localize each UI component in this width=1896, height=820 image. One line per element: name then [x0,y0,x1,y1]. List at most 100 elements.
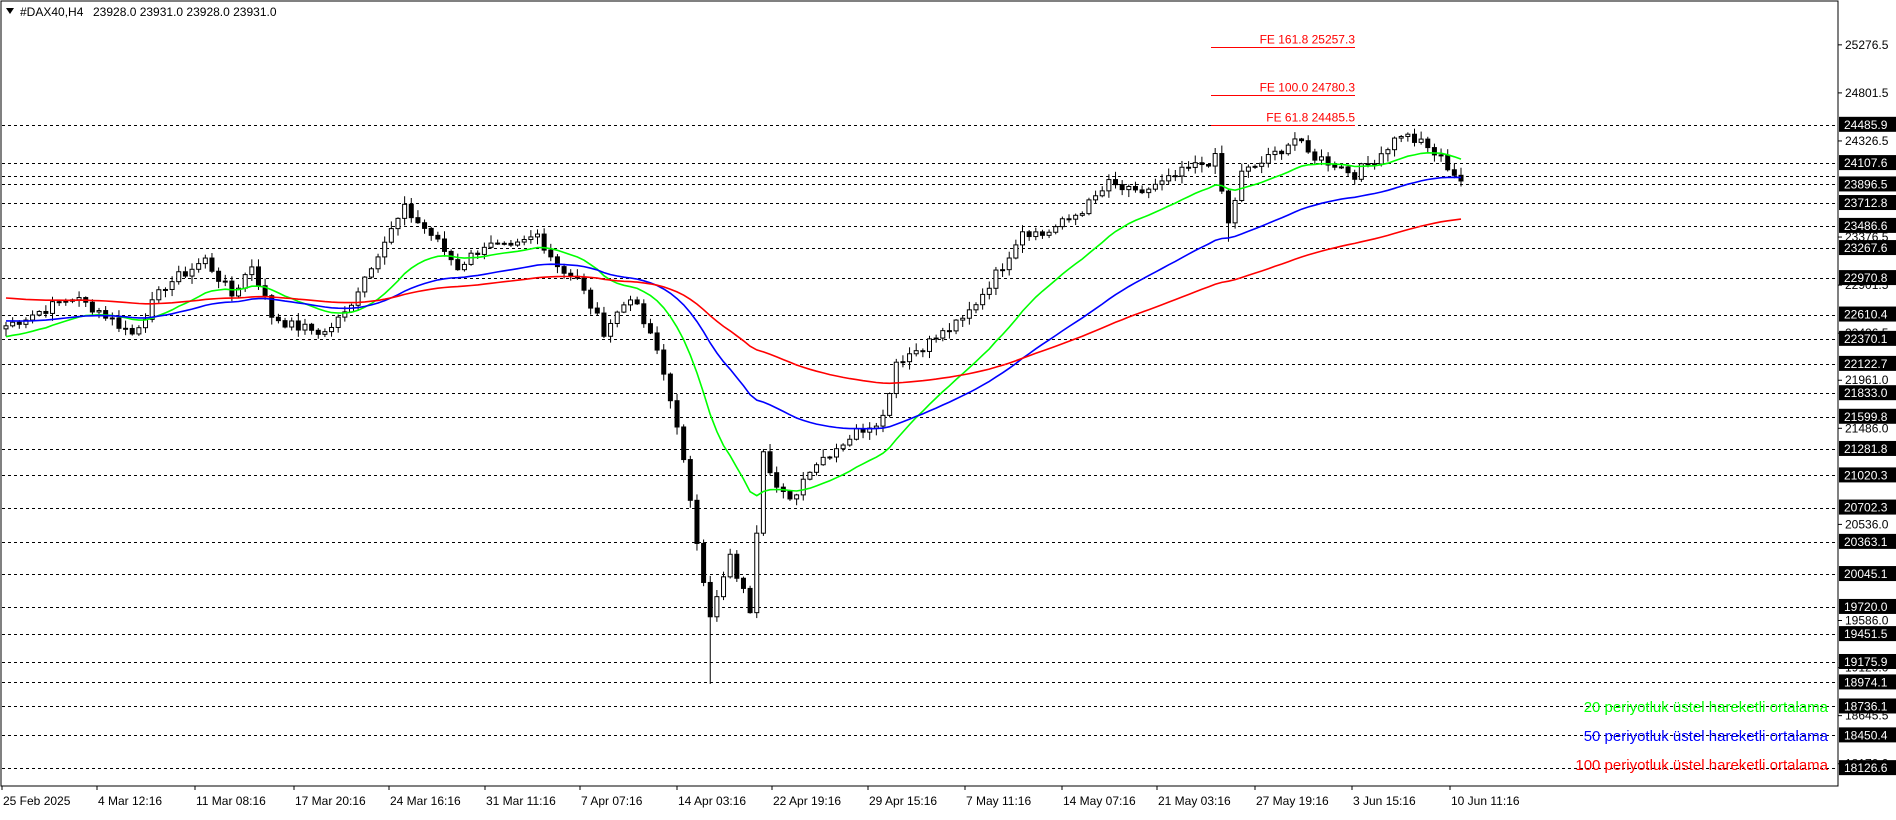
candle-body [1352,172,1358,180]
candle-body [136,327,142,335]
candle-body [548,249,554,258]
candle-body [302,323,308,331]
x-tick-label: 27 May 19:16 [1256,794,1329,808]
candle-body [973,304,979,311]
candle-body [1013,244,1019,259]
level-label-box [1839,270,1896,286]
level-label: 20045.1 [1844,567,1888,581]
ema-20-line[interactable] [5,151,1462,497]
header: #DAX40,H4 23928.0 23931.0 23928.0 23931.… [6,5,277,19]
candle-body [1172,175,1178,178]
level-label: 21833.0 [1844,386,1888,400]
candle-body [428,227,434,236]
candle-body [907,353,913,363]
level-label-box [1839,566,1896,582]
candle-body [767,451,773,474]
candle-body [1079,213,1085,216]
time-axis: 25 Feb 2025 4 Mar 12:16 11 Mar 08:16 17 Mar… [1,786,1520,808]
candle-body [1451,169,1457,176]
plot-frame [0,0,1839,787]
candle-body [946,330,952,333]
candle-body [362,276,368,293]
level-label: 21281.8 [1844,442,1888,456]
level-label: 22370.1 [1844,332,1888,346]
candle-body [1159,180,1165,185]
candle-body [461,263,467,271]
candle-body [1059,218,1065,228]
candle-body [674,400,680,428]
candle-body [1305,140,1311,153]
header-dropdown-icon[interactable] [6,8,14,14]
candle-body [275,316,281,322]
candle-body [641,303,647,325]
candle-body [422,222,428,229]
horizontal-levels [2,125,1838,769]
candle-body [1418,138,1424,143]
y-tick-label: 24326.5 [1845,134,1889,148]
candle-body [176,271,182,283]
candle-body [388,228,394,243]
candle-body [149,299,155,320]
candle-body [1411,133,1417,143]
candle-body [435,234,441,240]
candle-body [1259,162,1265,167]
candle-body [355,291,361,306]
candle-body [129,327,135,335]
candle-body [601,312,607,337]
candle-body [96,310,102,313]
candle-body [1053,226,1059,233]
level-label: 23896.5 [1844,177,1888,191]
candle-body [1431,147,1437,156]
candle-body [1206,164,1212,167]
level-label: 18126.6 [1844,761,1888,775]
x-tick-label: 3 Jun 15:16 [1353,794,1416,808]
candle-body [501,242,507,245]
x-tick-label: 11 Mar 08:16 [196,794,266,808]
ema-50-line[interactable] [6,176,1462,430]
candle-body [1332,164,1338,168]
candle-body [1166,175,1172,182]
candle-body [521,239,527,243]
candle-body [481,246,487,255]
candle-body [322,331,328,335]
level-label-box [1839,440,1896,456]
candle-body [1033,231,1039,238]
level-label-box [1839,408,1896,424]
level-label: 18450.4 [1844,728,1888,742]
candle-body [255,266,261,287]
candle-body [1358,163,1364,180]
x-tick-label: 7 Apr 07:16 [581,794,643,808]
candle-body [647,323,653,334]
candle-body [913,350,919,355]
candle-body [1132,185,1138,191]
candle-body [515,241,521,246]
level-label: 23486.6 [1844,219,1888,233]
candle-body [1245,166,1251,172]
candle-body [628,299,634,306]
candle-body [554,256,560,268]
candle-body [1199,162,1205,166]
candle-body [382,241,388,258]
level-label-box [1839,195,1896,211]
x-tick-label: 25 Feb 2025 [3,794,71,808]
x-tick-label: 4 Mar 12:16 [98,794,162,808]
candle-body [1026,231,1032,238]
legend-entry: 100 periyotluk üstel hareketli ortalama [1575,757,1828,774]
level-label-box [1839,217,1896,233]
candle-body [282,320,288,328]
candle-body [774,472,780,488]
candle-body [933,337,939,340]
candle-body [1232,199,1238,224]
candle-body [1099,190,1105,197]
candle-body [10,321,16,327]
level-label: 19451.5 [1844,627,1888,641]
candle-body [441,238,447,252]
candle-body [1119,184,1125,191]
ohlc-values: 23928.0 23931.0 23928.0 23931.0 [93,5,277,19]
candle-body [1212,153,1218,167]
candle-body [1186,166,1192,169]
ema-100-line[interactable] [5,218,1462,385]
candle-body [581,277,587,291]
candle-body [222,280,228,283]
